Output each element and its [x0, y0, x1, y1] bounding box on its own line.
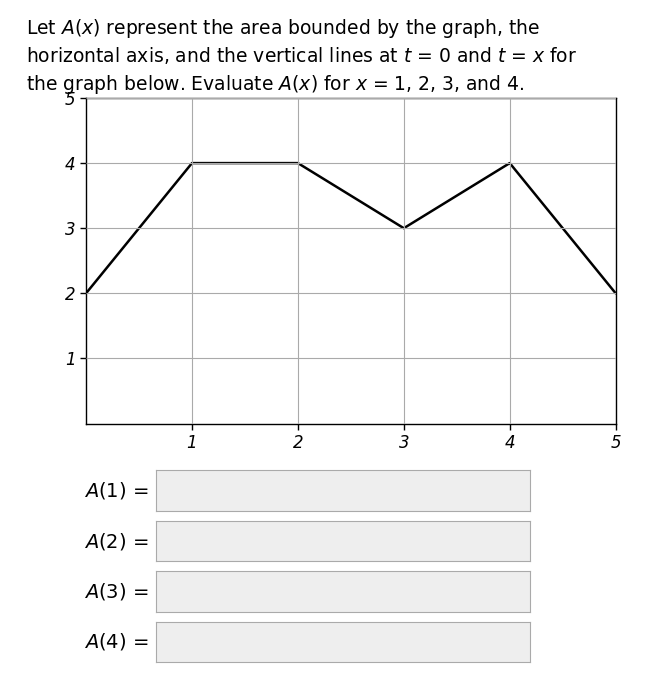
Text: horizontal axis, and the vertical lines at $t$ = 0 and $t$ = $x$ for: horizontal axis, and the vertical lines … [26, 46, 578, 66]
Text: $A(1)$ =: $A(1)$ = [84, 480, 149, 501]
Text: the graph below. Evaluate $A(x)$ for $x$ = 1, 2, 3, and 4.: the graph below. Evaluate $A(x)$ for $x$… [26, 74, 525, 97]
Text: Let $A(x)$ represent the area bounded by the graph, the: Let $A(x)$ represent the area bounded by… [26, 18, 541, 41]
Text: $A(3)$ =: $A(3)$ = [84, 581, 149, 602]
Text: $A(2)$ =: $A(2)$ = [84, 531, 149, 552]
Text: $A(4)$ =: $A(4)$ = [84, 631, 149, 652]
